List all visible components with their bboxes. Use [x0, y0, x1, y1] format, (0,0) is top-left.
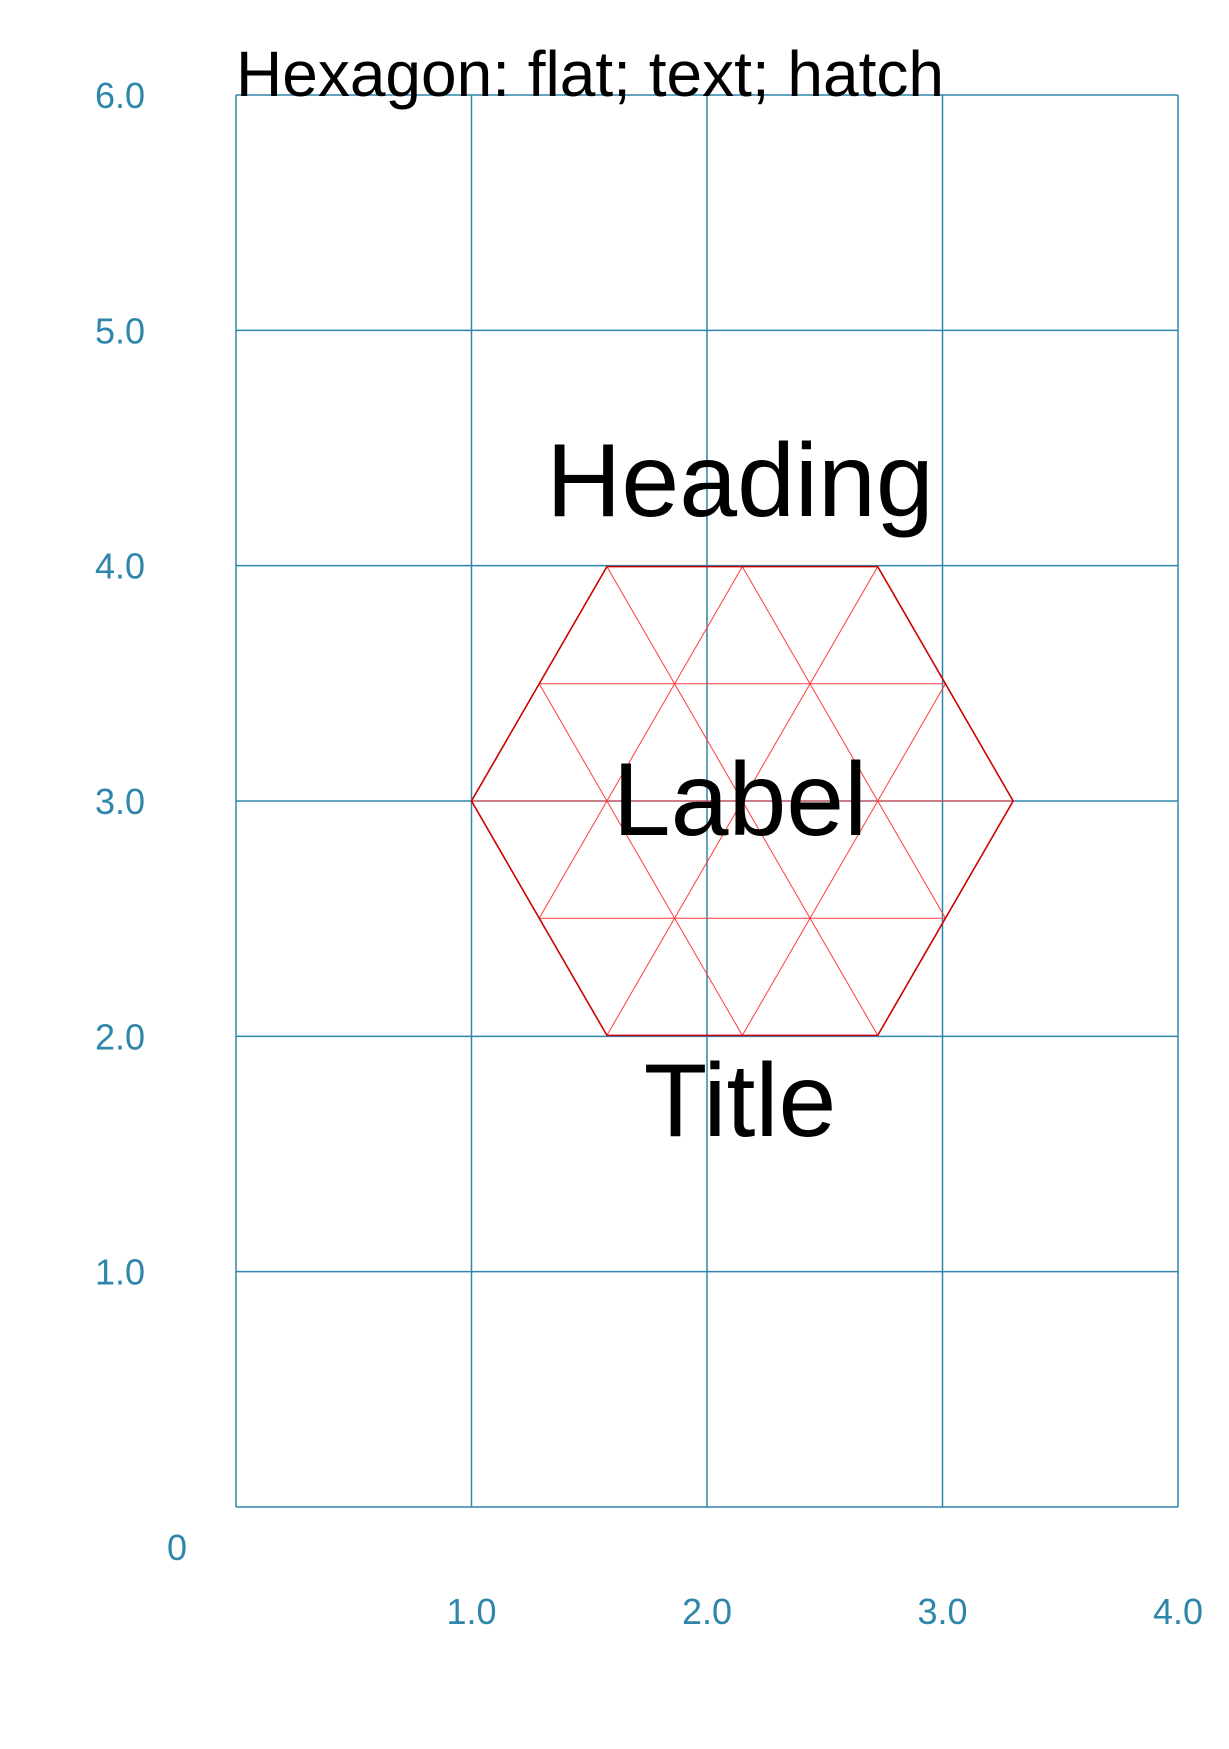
axis-ticks: 0 1.0 2.0 3.0 4.0 6.0 5.0 4.0 3.0 2.0 1.0	[95, 75, 1203, 1632]
hatch-line-diagonal	[606, 566, 879, 1036]
y-tick-label: 4.0	[95, 546, 145, 587]
y-tick-label: 6.0	[95, 75, 145, 116]
hexagon-hatch	[471, 566, 1014, 1036]
hatch-line-diagonal	[538, 683, 743, 1036]
grid	[235, 94, 1179, 1508]
y-tick-label: 3.0	[95, 781, 145, 822]
heading-text: Heading	[546, 423, 933, 539]
label-text: Label	[613, 742, 867, 858]
y-tick-label: 1.0	[95, 1252, 145, 1293]
hatch-line-diagonal	[741, 566, 946, 919]
x-tick-label: 1.0	[446, 1591, 496, 1632]
origin-tick-label: 0	[167, 1527, 187, 1568]
hexagon-shape	[470, 565, 1015, 1037]
chart-title: Hexagon: flat; text; hatch	[236, 38, 944, 110]
title-text: Title	[644, 1043, 837, 1159]
y-tick-label: 5.0	[95, 310, 145, 351]
y-tick-label: 2.0	[95, 1016, 145, 1057]
hatch-line-diagonal	[741, 683, 946, 1036]
x-tick-label: 2.0	[682, 1591, 732, 1632]
x-tick-label: 3.0	[917, 1591, 967, 1632]
x-tick-label: 4.0	[1153, 1591, 1203, 1632]
hatch-line-diagonal	[538, 566, 743, 919]
